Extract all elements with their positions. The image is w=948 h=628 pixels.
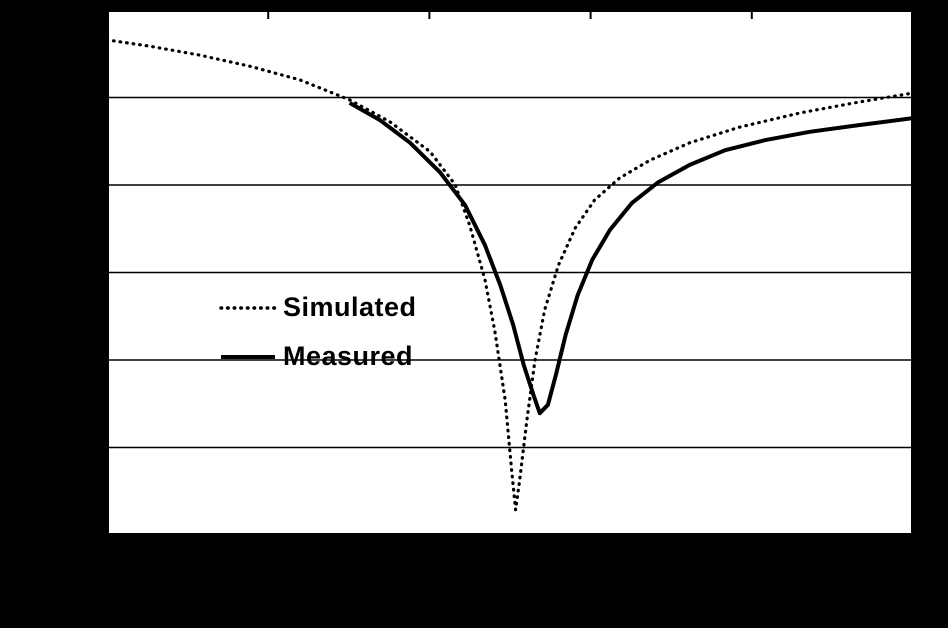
legend-item-simulated: Simulated <box>219 294 417 321</box>
dotted-line-sample-icon <box>219 305 277 310</box>
plot-area: Simulated Measured <box>107 10 913 535</box>
legend-item-measured: Measured <box>219 343 417 370</box>
chart-canvas <box>107 10 913 535</box>
legend-label-measured: Measured <box>283 341 414 371</box>
legend-label-simulated: Simulated <box>283 292 417 322</box>
chart-legend: Simulated Measured <box>219 294 417 370</box>
solid-line-sample-icon <box>221 354 275 359</box>
